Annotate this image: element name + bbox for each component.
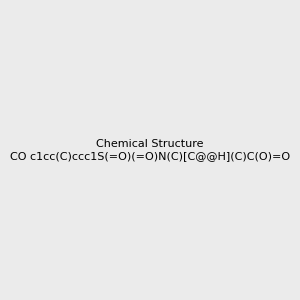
Text: Chemical Structure
CO c1cc(C)ccc1S(=O)(=O)N(C)[C@@H](C)C(O)=O: Chemical Structure CO c1cc(C)ccc1S(=O)(=… [10,139,290,161]
